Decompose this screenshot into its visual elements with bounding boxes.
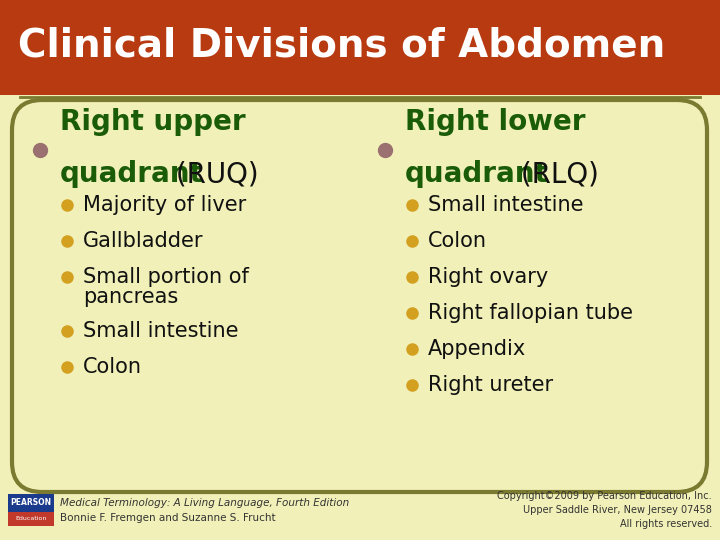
Text: Education: Education <box>15 516 47 522</box>
Text: Medical Terminology: A Living Language, Fourth Edition: Medical Terminology: A Living Language, … <box>60 498 349 508</box>
Bar <box>8 494 54 511</box>
Text: (RLQ): (RLQ) <box>512 160 599 188</box>
FancyBboxPatch shape <box>0 0 700 95</box>
Bar <box>0 0 50 95</box>
Text: Colon: Colon <box>428 231 487 251</box>
Text: Small intestine: Small intestine <box>428 195 583 215</box>
Text: Gallbladder: Gallbladder <box>83 231 204 251</box>
Text: Clinical Divisions of Abdomen: Clinical Divisions of Abdomen <box>18 26 665 64</box>
Text: Colon: Colon <box>83 357 142 377</box>
Text: Copyright©2009 by Pearson Education, Inc.
Upper Saddle River, New Jersey 07458
A: Copyright©2009 by Pearson Education, Inc… <box>498 491 712 529</box>
Text: Appendix: Appendix <box>428 339 526 359</box>
Text: quadrant: quadrant <box>60 160 204 188</box>
Text: Small intestine: Small intestine <box>83 321 238 341</box>
Text: Bonnie F. Fremgen and Suzanne S. Frucht: Bonnie F. Fremgen and Suzanne S. Frucht <box>60 513 276 523</box>
Text: pancreas: pancreas <box>83 287 179 307</box>
Text: Majority of liver: Majority of liver <box>83 195 246 215</box>
Text: Right upper: Right upper <box>60 108 246 136</box>
Bar <box>0 0 720 95</box>
Text: Right fallopian tube: Right fallopian tube <box>428 303 633 323</box>
Text: Right ovary: Right ovary <box>428 267 548 287</box>
Text: quadrant: quadrant <box>405 160 549 188</box>
Bar <box>8 511 54 526</box>
Text: Right lower: Right lower <box>405 108 585 136</box>
FancyBboxPatch shape <box>12 100 707 492</box>
Text: PEARSON: PEARSON <box>10 498 52 507</box>
Text: (RUQ): (RUQ) <box>167 160 258 188</box>
Text: Small portion of: Small portion of <box>83 267 249 287</box>
Text: Right ureter: Right ureter <box>428 375 553 395</box>
